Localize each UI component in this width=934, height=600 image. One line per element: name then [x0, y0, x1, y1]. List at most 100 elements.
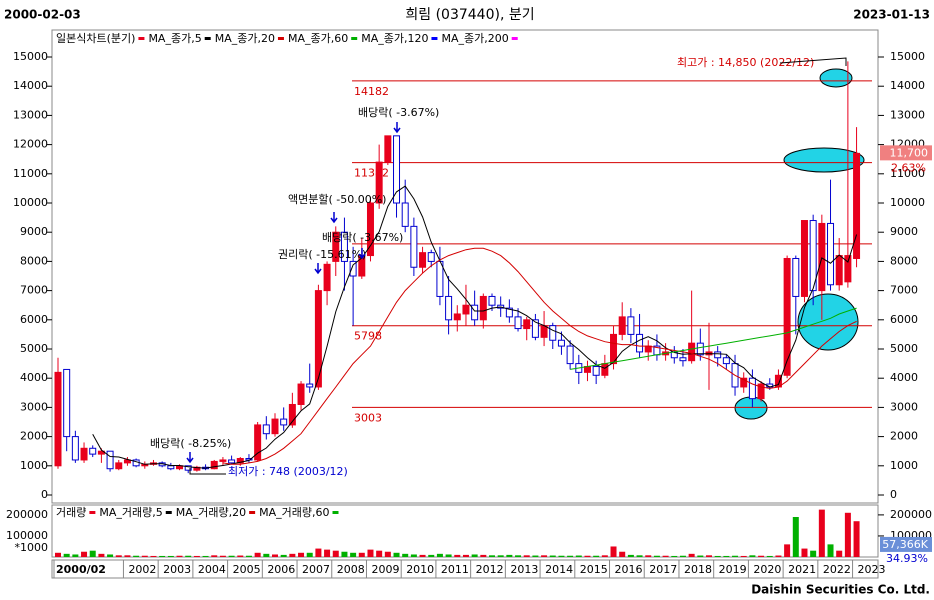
volume-bar	[766, 555, 773, 557]
level-label: 11382	[354, 167, 389, 180]
candle-body	[809, 220, 817, 292]
volume-bar	[133, 555, 140, 557]
ma-line	[222, 247, 857, 465]
legend-swatch	[165, 511, 172, 514]
legend-swatch	[431, 37, 438, 40]
volume-bar	[740, 555, 747, 557]
volume-bar	[584, 555, 591, 557]
volume-bar	[63, 553, 70, 557]
start-date: 2000-02-03	[4, 8, 81, 22]
volume-bar	[723, 555, 730, 557]
volume-bar	[89, 550, 96, 557]
candle-body	[610, 333, 618, 365]
volume-bar	[523, 555, 530, 557]
candle-body	[288, 403, 296, 426]
volume-bar	[601, 555, 608, 557]
x-tick-label: 2003	[163, 563, 191, 576]
x-tick-label: 2012	[476, 563, 504, 576]
candle-body	[89, 447, 97, 455]
y-tick-label-right: 8000	[890, 254, 918, 267]
volume-tick-label: 100000	[6, 529, 48, 542]
candle-body	[601, 363, 609, 376]
candle-body	[523, 319, 531, 330]
y-tick-label: 6000	[20, 313, 48, 326]
volume-bar	[384, 551, 391, 557]
candle-body	[514, 316, 522, 330]
volume-bar	[410, 554, 417, 557]
candle-body	[592, 366, 600, 376]
candle-body	[566, 345, 574, 365]
candle-body	[835, 255, 843, 286]
candle-body	[636, 333, 644, 353]
candle-body	[297, 383, 305, 405]
candle-body	[271, 418, 279, 435]
volume-bar	[558, 555, 565, 557]
volume-bar	[298, 552, 305, 557]
candle-body	[583, 366, 591, 373]
volume-legend: MA_거래량,60	[259, 506, 329, 519]
volume-bar	[645, 555, 652, 557]
volume-bar	[376, 550, 383, 557]
x-tick-label: 2002	[128, 563, 156, 576]
volume-bar	[159, 555, 166, 557]
volume-bar	[324, 549, 331, 557]
volume-bar	[497, 555, 504, 557]
volume-bar	[775, 555, 782, 557]
y-tick-label: 14000	[13, 79, 48, 92]
y-tick-label: 12000	[13, 138, 48, 151]
volume-bar	[211, 555, 218, 557]
candle-body	[827, 222, 835, 286]
footer: Daishin Securities Co. Ltd.	[751, 583, 930, 597]
volume-bar	[185, 555, 192, 557]
volume-bar	[480, 554, 487, 557]
x-tick-label: 2004	[198, 563, 226, 576]
volume-bar	[506, 554, 513, 557]
annotation: 액면분할( -50.00%)	[288, 193, 386, 206]
volume-bar	[462, 554, 469, 557]
y-tick-label: 11000	[13, 167, 48, 180]
volume-bar	[193, 555, 200, 557]
candle-body	[332, 231, 340, 262]
volume-bar	[341, 551, 348, 557]
volume-bar	[619, 551, 626, 557]
volume-bar	[141, 555, 148, 557]
candle-body	[306, 383, 314, 388]
candle-body	[479, 295, 487, 321]
volume-bar	[402, 553, 409, 557]
candle-body	[401, 202, 409, 227]
high-arrow	[779, 57, 847, 66]
volume-bar	[445, 554, 452, 557]
y-tick-label-right: 13000	[890, 108, 925, 121]
legend-label: MA_종가,5	[148, 32, 201, 45]
volume-bar	[758, 555, 765, 557]
legend-swatch	[204, 37, 211, 40]
volume-bar	[81, 551, 88, 557]
y-tick-label-right: 1000	[890, 459, 918, 472]
volume-bar	[792, 517, 799, 557]
candle-body	[505, 307, 513, 318]
volume-bar	[706, 555, 712, 557]
annotation: 권리락( -15.61%)	[278, 248, 366, 261]
candle-body	[853, 152, 861, 259]
candle-body	[757, 383, 765, 400]
volume-legend: 거래량	[56, 506, 86, 519]
x-tick-label: 2017	[649, 563, 677, 576]
x-axis-panel	[51, 559, 879, 579]
volume-bar	[115, 555, 122, 557]
volume-bar	[732, 555, 739, 557]
annotation: 배당락( -3.67%)	[358, 106, 439, 119]
candle-body	[557, 339, 565, 347]
candle-body	[115, 462, 123, 470]
x-tick-label: 2015	[580, 563, 608, 576]
x-tick-label: 2022	[823, 563, 851, 576]
legend-label: MA_종가,200	[441, 32, 508, 45]
price-panel	[51, 29, 879, 504]
y-tick-label-right: 6000	[890, 313, 918, 326]
y-tick-label: 7000	[20, 284, 48, 297]
volume-bar	[610, 546, 617, 557]
candle-body	[236, 458, 244, 464]
volume-bar	[428, 554, 435, 557]
price-tag-label: 11,700	[890, 146, 929, 159]
volume-change: 34.93%	[886, 552, 928, 565]
volume-bar	[393, 552, 400, 557]
